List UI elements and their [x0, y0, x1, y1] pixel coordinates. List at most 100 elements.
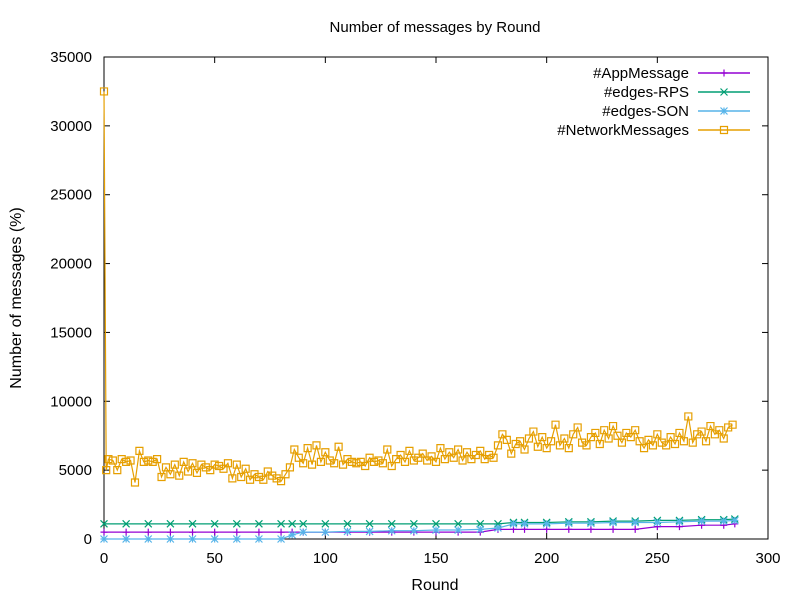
legend-label: #AppMessage: [593, 65, 689, 82]
legend: #AppMessage #edges-RPS #edges-SON #NetworkM…: [557, 65, 750, 139]
data-point-networkmessages: [657, 438, 666, 447]
data-point-networkmessages: [241, 464, 250, 473]
data-point-edges-son: [387, 526, 396, 535]
data-point-networkmessages: [197, 460, 206, 469]
data-point-edges-son: [730, 516, 739, 525]
data-point-networkmessages: [303, 444, 312, 453]
data-point-edges-son: [653, 518, 662, 527]
data-point-networkmessages: [595, 439, 604, 449]
series-line-networkmessages: [103, 91, 733, 483]
data-point-edges-son: [542, 519, 551, 528]
legend-label: #edges-SON: [602, 103, 689, 120]
data-point-edges-rps: [144, 519, 153, 528]
data-point-appmessage: [166, 528, 174, 536]
data-point-networkmessages: [622, 428, 631, 438]
data-point-appmessage: [565, 525, 573, 533]
data-point-edges-rps: [255, 519, 263, 528]
data-point-networkmessages: [117, 455, 126, 464]
data-point-networkmessages: [378, 459, 387, 468]
data-point-networkmessages: [130, 478, 140, 487]
data-point-edges-son: [188, 535, 197, 543]
data-point-networkmessages: [263, 467, 272, 476]
data-point-networkmessages: [577, 438, 587, 447]
x-tick-label: 300: [755, 550, 780, 567]
y-tick-label: 10000: [50, 393, 92, 410]
data-point-edges-son: [277, 535, 285, 543]
data-point-edges-son: [432, 526, 440, 534]
data-point-edges-rps: [210, 519, 219, 528]
data-point-networkmessages: [706, 421, 715, 431]
legend-marker: [720, 88, 728, 96]
data-point-networkmessages: [102, 466, 111, 475]
data-point-networkmessages: [507, 449, 516, 458]
data-point-networkmessages: [157, 472, 166, 482]
legend-label: #NetworkMessages: [557, 122, 689, 139]
data-point-edges-rps: [409, 519, 418, 528]
data-point-appmessage: [277, 528, 285, 536]
data-point-networkmessages: [135, 446, 144, 455]
data-point-networkmessages: [126, 456, 135, 465]
data-point-networkmessages: [299, 459, 308, 468]
data-point-edges-rps: [122, 519, 131, 528]
data-point-networkmessages: [285, 463, 295, 472]
data-point-networkmessages: [502, 435, 511, 444]
x-tick-label: 100: [313, 550, 338, 567]
data-point-networkmessages: [347, 457, 356, 466]
chart-title: Number of messages by Round: [330, 19, 541, 36]
data-point-networkmessages: [639, 444, 649, 453]
data-point-networkmessages: [538, 432, 547, 442]
data-point-networkmessages: [307, 460, 317, 469]
data-point-networkmessages: [449, 453, 458, 462]
data-point-networkmessages: [604, 434, 613, 443]
data-point-edges-rps: [288, 519, 297, 528]
data-point-networkmessages: [290, 445, 299, 454]
data-point-networkmessages: [223, 459, 233, 468]
y-tick-label: 35000: [50, 49, 92, 66]
data-point-edges-son: [631, 518, 640, 527]
series-edges-son: [100, 516, 739, 543]
data-point-networkmessages: [454, 445, 463, 454]
data-point-edges-rps: [387, 519, 396, 528]
data-point-networkmessages: [564, 444, 573, 453]
data-point-appmessage: [233, 528, 241, 536]
data-point-networkmessages: [153, 455, 162, 464]
data-point-networkmessages: [427, 452, 436, 461]
data-point-edges-son: [122, 535, 131, 543]
data-point-networkmessages: [546, 437, 556, 446]
data-point-edges-son: [210, 535, 219, 543]
data-point-networkmessages: [144, 456, 153, 465]
x-axis-title: Round: [411, 577, 458, 594]
data-point-edges-son: [166, 535, 175, 543]
data-point-edges-son: [454, 526, 463, 534]
data-point-networkmessages: [608, 421, 618, 431]
data-point-networkmessages: [485, 450, 494, 460]
data-point-networkmessages: [715, 426, 724, 435]
data-point-networkmessages: [334, 442, 343, 451]
data-point-appmessage: [255, 528, 263, 536]
data-point-networkmessages: [272, 474, 281, 483]
series-edges-rps: [100, 515, 739, 528]
data-point-networkmessages: [179, 457, 188, 466]
y-tick-label: 30000: [50, 118, 92, 135]
data-point-networkmessages: [498, 430, 507, 439]
data-point-appmessage: [211, 528, 219, 536]
data-point-networkmessages: [400, 457, 410, 466]
data-point-edges-son: [343, 527, 352, 536]
data-point-edges-son: [288, 530, 297, 539]
legend-item-networkmessages: #NetworkMessages: [557, 122, 750, 139]
data-point-networkmessages: [343, 455, 352, 464]
x-tick-label: 250: [645, 550, 670, 567]
data-point-networkmessages: [184, 467, 193, 476]
legend-item-edges-son: #edges-SON: [602, 103, 750, 120]
data-point-networkmessages: [520, 445, 529, 454]
data-point-networkmessages: [701, 437, 711, 446]
data-point-appmessage: [587, 525, 595, 533]
data-point-networkmessages: [214, 461, 224, 471]
data-point-networkmessages: [268, 471, 277, 480]
y-tick-label: 20000: [50, 256, 92, 273]
data-point-edges-son: [719, 517, 728, 526]
data-point-edges-son: [564, 519, 573, 528]
data-point-networkmessages: [321, 448, 330, 457]
x-tick-label: 0: [100, 550, 108, 567]
data-point-networkmessages: [356, 457, 365, 466]
